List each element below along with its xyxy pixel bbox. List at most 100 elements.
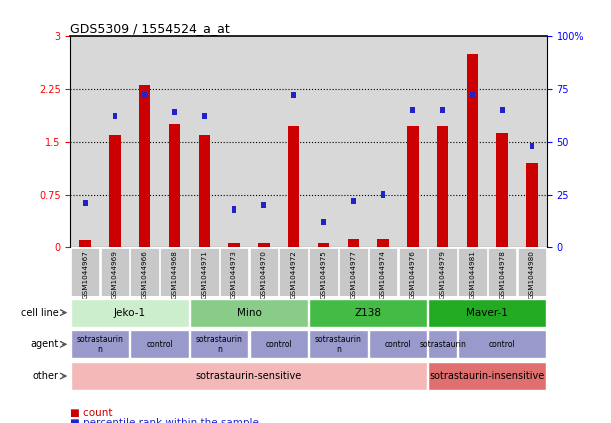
Bar [112, 113, 117, 120]
Bar [428, 299, 546, 327]
Bar [288, 126, 299, 247]
Text: GSM1044969: GSM1044969 [112, 250, 118, 299]
Text: GSM1044966: GSM1044966 [142, 250, 148, 299]
Bar [220, 248, 249, 296]
Text: sotrastaurin
n: sotrastaurin n [76, 335, 123, 354]
Text: cell line: cell line [21, 308, 59, 318]
Text: sotrastaurin
n: sotrastaurin n [315, 335, 362, 354]
Bar [309, 299, 427, 327]
Text: GSM1044967: GSM1044967 [82, 250, 88, 299]
Text: GSM1044977: GSM1044977 [350, 250, 356, 299]
Bar [279, 248, 308, 296]
Text: control: control [146, 340, 173, 349]
Bar [130, 330, 189, 358]
Bar [398, 36, 428, 247]
Bar [351, 198, 356, 204]
Bar [309, 248, 338, 296]
Text: GSM1044971: GSM1044971 [201, 250, 207, 299]
Bar [169, 124, 180, 247]
Bar [407, 126, 419, 247]
Bar [71, 299, 189, 327]
Bar [440, 107, 445, 113]
Bar [348, 239, 359, 247]
Bar [368, 36, 398, 247]
Text: GDS5309 / 1554524_a_at: GDS5309 / 1554524_a_at [70, 22, 230, 35]
Text: GSM1044973: GSM1044973 [231, 250, 237, 299]
Bar [368, 248, 397, 296]
Text: Z138: Z138 [354, 308, 382, 318]
Bar [339, 248, 368, 296]
Bar [428, 36, 458, 247]
Bar [249, 36, 279, 247]
Bar [219, 36, 249, 247]
Text: ■ percentile rank within the sample: ■ percentile rank within the sample [70, 418, 259, 423]
Bar [70, 36, 100, 247]
Bar [321, 219, 326, 225]
Text: sotrastaurin-insensitive: sotrastaurin-insensitive [430, 371, 545, 381]
Bar [309, 36, 338, 247]
Bar [467, 54, 478, 247]
Bar [496, 133, 508, 247]
Bar [100, 36, 130, 247]
Bar [368, 330, 427, 358]
Bar [488, 248, 516, 296]
Text: control: control [489, 340, 516, 349]
Bar [189, 36, 219, 247]
Bar [82, 200, 87, 206]
Bar [159, 36, 189, 247]
Bar [458, 36, 488, 247]
Bar [71, 362, 427, 390]
Text: GSM1044970: GSM1044970 [261, 250, 267, 299]
Bar [160, 248, 189, 296]
Bar [518, 248, 546, 296]
Text: GSM1044981: GSM1044981 [469, 250, 475, 299]
Text: GSM1044979: GSM1044979 [439, 250, 445, 299]
Text: Mino: Mino [236, 308, 262, 318]
Bar [470, 92, 475, 99]
Bar [517, 36, 547, 247]
Bar [249, 330, 308, 358]
Bar [381, 192, 386, 198]
Bar [428, 330, 457, 358]
Bar [458, 330, 546, 358]
Bar [130, 248, 159, 296]
Text: control: control [384, 340, 411, 349]
Bar [130, 36, 159, 247]
Bar [199, 135, 210, 247]
Bar [428, 248, 457, 296]
Bar [109, 135, 121, 247]
Text: control: control [265, 340, 292, 349]
Bar [398, 248, 427, 296]
Bar [279, 36, 309, 247]
Bar [172, 109, 177, 115]
Text: GSM1044972: GSM1044972 [291, 250, 297, 299]
Bar [526, 163, 538, 247]
Bar [71, 248, 100, 296]
Text: agent: agent [30, 339, 59, 349]
Text: GSM1044975: GSM1044975 [320, 250, 326, 299]
Text: GSM1044980: GSM1044980 [529, 250, 535, 299]
Text: sotrastaurin-sensitive: sotrastaurin-sensitive [196, 371, 302, 381]
Bar [101, 248, 130, 296]
Bar [142, 92, 147, 99]
Bar [262, 202, 266, 209]
Bar [190, 330, 249, 358]
Text: sotrastaurin: sotrastaurin [419, 340, 466, 349]
Text: GSM1044968: GSM1044968 [172, 250, 178, 299]
Text: ■ count: ■ count [70, 408, 113, 418]
Bar [437, 126, 448, 247]
Bar [232, 206, 236, 213]
Bar [458, 248, 487, 296]
Bar [488, 36, 517, 247]
Bar [190, 299, 308, 327]
Bar [500, 107, 505, 113]
Bar [79, 240, 91, 247]
Bar [309, 330, 368, 358]
Bar [411, 107, 415, 113]
Bar [202, 113, 207, 120]
Bar [530, 143, 535, 149]
Bar [139, 85, 150, 247]
Text: GSM1044978: GSM1044978 [499, 250, 505, 299]
Text: other: other [32, 371, 59, 381]
Bar [338, 36, 368, 247]
